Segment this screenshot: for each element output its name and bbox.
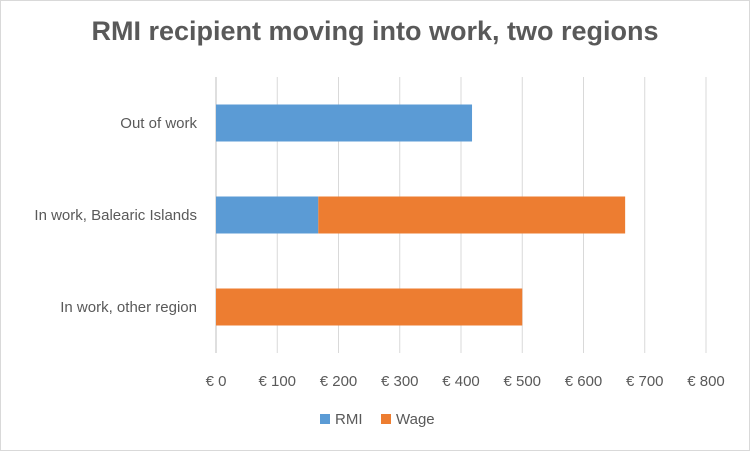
legend-swatch-rmi xyxy=(320,414,330,424)
bar-rmi-1 xyxy=(216,196,319,234)
tick-label: € 200 xyxy=(320,373,358,390)
tick-label: € 0 xyxy=(206,373,227,390)
legend: RMI Wage xyxy=(320,411,435,428)
legend-label-rmi: RMI xyxy=(335,411,363,428)
legend-label-wage: Wage xyxy=(396,411,435,428)
chart-title: RMI recipient moving into work, two regi… xyxy=(91,16,659,46)
legend-swatch-wage xyxy=(381,414,391,424)
category-label: Out of work xyxy=(120,115,197,132)
category-label: In work, Balearic Islands xyxy=(34,207,197,224)
tick-labels: € 0 € 100 € 200 € 300 € 400 € 500 € 600 € 700 € … xyxy=(206,373,725,390)
bar-wage-2 xyxy=(216,288,523,326)
category-label: In work, other region xyxy=(60,299,197,316)
category-labels: Out of work In work, Balearic Islands In w… xyxy=(34,115,197,316)
tick-label: € 800 xyxy=(687,373,725,390)
bars xyxy=(216,104,626,326)
tick-label: € 500 xyxy=(503,373,541,390)
tick-label: € 400 xyxy=(442,373,480,390)
tick-label: € 700 xyxy=(626,373,664,390)
tick-label: € 300 xyxy=(381,373,419,390)
tick-label: € 100 xyxy=(258,373,296,390)
bar-rmi-0 xyxy=(216,104,473,142)
tick-label: € 600 xyxy=(565,373,603,390)
bar-wage-1 xyxy=(318,196,626,234)
